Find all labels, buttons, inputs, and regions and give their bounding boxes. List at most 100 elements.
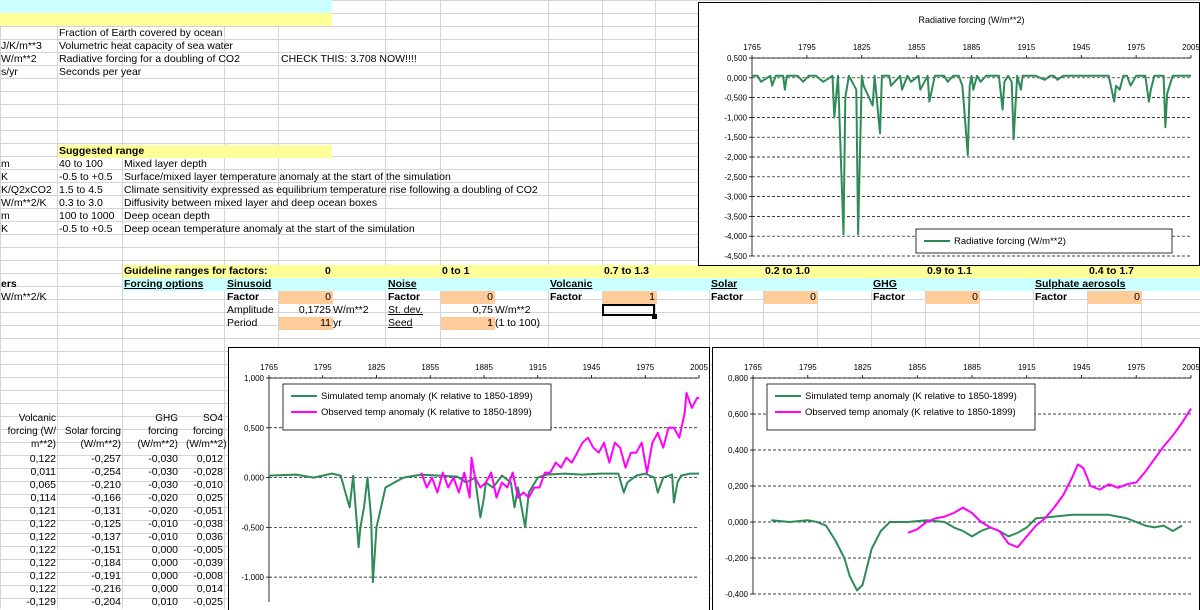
chart-radiative-forcing[interactable]: Radiative forcing (W/m**2) 0,500 0,000 -0,5… bbox=[698, 2, 1200, 266]
table-cell[interactable]: 0,010 bbox=[151, 596, 178, 608]
col-line bbox=[122, 0, 123, 609]
solar-factor-cell[interactable]: 0 bbox=[764, 291, 818, 304]
range-value: 1.5 to 4.5 bbox=[59, 184, 103, 196]
y-tick-label: 0,400 bbox=[728, 446, 749, 455]
chart3-svg: 0,800 0,600 0,400 0,200 0,000 -0,200 -0,400 176… bbox=[725, 363, 1199, 599]
guideline-value: 0 bbox=[325, 265, 331, 277]
table-cell[interactable]: 0,122 bbox=[29, 544, 56, 556]
selected-cell[interactable] bbox=[602, 304, 655, 316]
table-cell[interactable]: -0,010 bbox=[148, 518, 178, 530]
table-cell[interactable]: 0,122 bbox=[29, 570, 56, 582]
period-cell[interactable]: 11 bbox=[279, 317, 333, 330]
sulphate-factor-cell[interactable]: 0 bbox=[1088, 291, 1142, 304]
table-cell[interactable]: 0,011 bbox=[30, 466, 57, 478]
table-cell[interactable]: -0,184 bbox=[91, 557, 121, 569]
y-tick-label: 0,500 bbox=[727, 54, 748, 63]
range-desc: Deep ocean depth bbox=[124, 210, 210, 222]
table-cell[interactable]: -0,008 bbox=[193, 570, 223, 582]
stdev-cell[interactable]: 0,75 bbox=[472, 304, 493, 316]
table-cell[interactable]: -0,030 bbox=[148, 453, 178, 465]
y-tick-label: 0,600 bbox=[728, 410, 749, 419]
guideline-band bbox=[123, 265, 1200, 278]
table-cell[interactable]: 0,036 bbox=[196, 531, 223, 543]
y-tick-label: -1,000 bbox=[241, 573, 264, 582]
table-cell[interactable]: 0,000 bbox=[151, 544, 178, 556]
table-cell[interactable]: -0,010 bbox=[148, 531, 178, 543]
factor-label: Factor bbox=[388, 291, 421, 303]
table-cell[interactable]: -0,166 bbox=[91, 492, 121, 504]
table-cell[interactable]: -0,254 bbox=[91, 466, 121, 478]
table-cell[interactable]: -0,025 bbox=[193, 596, 223, 608]
x-tick-label: 1915 bbox=[529, 363, 547, 372]
table-cell[interactable]: -0,005 bbox=[193, 544, 223, 556]
table-cell[interactable]: -0,039 bbox=[193, 557, 223, 569]
table-cell[interactable]: 0,122 bbox=[29, 583, 56, 595]
cyan-band-top bbox=[0, 0, 332, 13]
table-cell[interactable]: 0,122 bbox=[29, 531, 56, 543]
ghg-factor-cell[interactable]: 0 bbox=[926, 291, 980, 304]
table-cell[interactable]: 0,114 bbox=[30, 492, 57, 504]
table-cell[interactable]: 0,000 bbox=[151, 557, 178, 569]
range-desc: Diffusivity between mixed layer and deep… bbox=[124, 197, 378, 209]
table-cell[interactable]: -0,020 bbox=[148, 505, 178, 517]
x-tick-label: 1885 bbox=[963, 363, 981, 372]
factor-label: Factor bbox=[711, 291, 744, 303]
table-cell[interactable]: 0,000 bbox=[151, 570, 178, 582]
series-line-0 bbox=[268, 472, 699, 584]
x-tick-label: 1945 bbox=[1072, 43, 1090, 52]
forcing-name-noise: Noise bbox=[388, 278, 417, 290]
chart-temp-anomaly[interactable]: 1,000 0,500 0,000 -0,500 -1,000 1765 1795 1825 1… bbox=[228, 347, 710, 610]
table-cell[interactable]: -0,028 bbox=[193, 466, 223, 478]
table-cell[interactable]: -0,038 bbox=[193, 518, 223, 530]
guideline-label: Guideline ranges for factors: bbox=[124, 265, 268, 277]
col-line bbox=[979, 0, 980, 609]
seed-cell[interactable]: 1 bbox=[441, 317, 495, 330]
table-cell[interactable]: 0,122 bbox=[29, 518, 56, 530]
table-cell[interactable]: -0,151 bbox=[91, 544, 121, 556]
volcanic-factor-cell[interactable]: 1 bbox=[603, 291, 657, 304]
series-line-0 bbox=[752, 74, 1191, 236]
sinusoid-factor-cell[interactable]: 0 bbox=[279, 291, 333, 304]
col-line bbox=[1141, 0, 1142, 609]
table-cell[interactable]: 0,000 bbox=[151, 583, 178, 595]
table-cell[interactable]: 0,014 bbox=[196, 583, 223, 595]
table-cell[interactable]: 0,065 bbox=[29, 479, 56, 491]
y-tick-label: -1,500 bbox=[724, 133, 747, 142]
range-value: 40 to 100 bbox=[59, 158, 103, 170]
x-tick-label: 1975 bbox=[636, 363, 654, 372]
table-cell[interactable]: -0,030 bbox=[148, 479, 178, 491]
x-tick-label: 1795 bbox=[799, 363, 817, 372]
table-cell[interactable]: 0,025 bbox=[196, 492, 223, 504]
param-unit: J/K/m**3 bbox=[1, 40, 42, 52]
table-cell[interactable]: -0,257 bbox=[91, 453, 121, 465]
amplitude-unit: W/m**2 bbox=[333, 304, 369, 316]
table-cell[interactable]: -0,204 bbox=[91, 596, 121, 608]
table-cell[interactable]: 0,121 bbox=[29, 505, 56, 517]
table-cell[interactable]: 0,122 bbox=[29, 557, 56, 569]
table-cell[interactable]: -0,131 bbox=[91, 505, 121, 517]
table-cell[interactable]: -0,129 bbox=[26, 596, 56, 608]
col-line bbox=[440, 0, 441, 609]
fill-handle[interactable] bbox=[652, 314, 657, 319]
table-cell[interactable]: 0,012 bbox=[196, 453, 223, 465]
table-cell[interactable]: -0,216 bbox=[91, 583, 121, 595]
table-cell[interactable]: -0,030 bbox=[148, 466, 178, 478]
table-cell[interactable]: -0,137 bbox=[91, 531, 121, 543]
col-line bbox=[548, 0, 549, 609]
range-unit: m bbox=[1, 158, 10, 170]
forcing-name-volcanic: Volcanic bbox=[550, 278, 593, 290]
y-tick-label: -0,200 bbox=[725, 554, 748, 563]
table-cell[interactable]: -0,010 bbox=[193, 479, 223, 491]
table-cell[interactable]: 0,122 bbox=[29, 453, 56, 465]
noise-factor-cell[interactable]: 0 bbox=[441, 291, 495, 304]
table-header-so4: SO4 forcing (W/m**2) bbox=[186, 413, 227, 450]
series-line-0 bbox=[771, 513, 1183, 592]
table-cell[interactable]: -0,020 bbox=[148, 492, 178, 504]
y-tick-label: 0,000 bbox=[728, 518, 749, 527]
table-cell[interactable]: -0,125 bbox=[91, 518, 121, 530]
table-cell[interactable]: -0,191 bbox=[91, 570, 121, 582]
table-cell[interactable]: -0,210 bbox=[91, 479, 121, 491]
amplitude-cell[interactable]: 0,1725 bbox=[298, 304, 331, 316]
table-cell[interactable]: -0,051 bbox=[193, 505, 223, 517]
chart-temp-anomaly-smoothed[interactable]: 0,800 0,600 0,400 0,200 0,000 -0,200 -0,400 176… bbox=[712, 347, 1200, 610]
